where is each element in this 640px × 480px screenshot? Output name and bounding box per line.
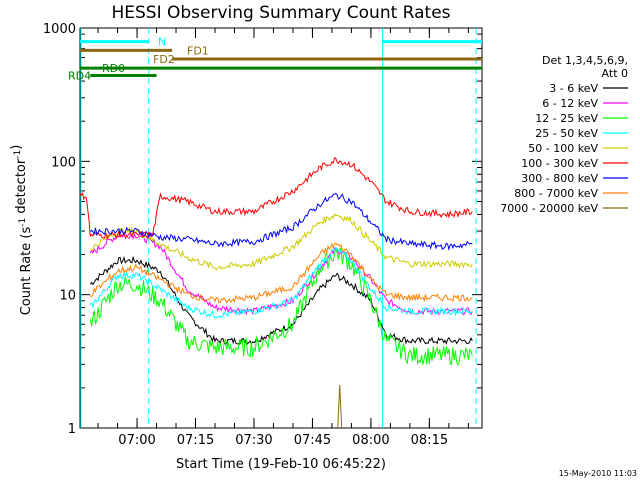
y-axis-label: Count Rate (s-1 detector-1) xyxy=(9,145,34,316)
x-tick-label: 07:15 xyxy=(177,433,214,448)
y-tick-label: 1000 xyxy=(43,22,76,37)
legend-entry-label: 6 - 12 keV xyxy=(542,97,598,110)
flag-label-fd2: FD2 xyxy=(153,53,175,66)
series-line-2 xyxy=(89,247,473,366)
legend: Det 1,3,4,5,6,9,Att 0 3 - 6 keV 6 - 12 keV… xyxy=(500,54,628,215)
legend-title: Det 1,3,4,5,6,9, xyxy=(542,54,628,67)
legend-title: Att 0 xyxy=(602,67,628,80)
x-tick-label: 07:00 xyxy=(118,433,155,448)
series-line-0 xyxy=(89,255,473,345)
series-line-7 xyxy=(90,242,473,304)
series-line-6 xyxy=(89,192,473,252)
footer-timestamp: 15-May-2010 11:03 xyxy=(559,469,637,478)
plot-area: 1 10 100 1000 07:00 07:15 07:30 07:45 08:00 08:15… xyxy=(43,22,483,448)
x-tick-label: 07:30 xyxy=(235,433,272,448)
x-tick-label: 08:00 xyxy=(352,433,389,448)
y-tick-label: 100 xyxy=(51,155,76,170)
y-tick-label: 1 xyxy=(68,422,76,437)
x-axis-label: Start Time (19-Feb-10 06:45:22) xyxy=(176,457,386,472)
legend-entry-label: 800 - 7000 keV xyxy=(514,187,598,200)
flag-label-rd4: RD4 xyxy=(68,70,91,83)
flag-label-fd1: FD1 xyxy=(187,44,209,57)
y-tick-label: 10 xyxy=(59,289,76,304)
legend-entry-label: 50 - 100 keV xyxy=(528,142,598,155)
series-line-4 xyxy=(90,213,473,271)
legend-entry-label: 3 - 6 keV xyxy=(549,82,598,95)
legend-entry-label: 100 - 300 keV xyxy=(521,157,598,170)
x-tick-label: 08:15 xyxy=(411,433,448,448)
flag-label-n: N xyxy=(158,36,166,49)
legend-entry-label: 25 - 50 keV xyxy=(535,127,598,140)
legend-entry-label: 7000 - 20000 keV xyxy=(500,202,598,215)
series-line-5 xyxy=(79,157,473,240)
x-tick-label: 07:45 xyxy=(294,433,331,448)
legend-entry-label: 300 - 800 keV xyxy=(521,172,598,185)
chart-title: HESSI Observing Summary Count Rates xyxy=(111,3,450,23)
legend-entry-label: 12 - 25 keV xyxy=(535,112,598,125)
series-line-8 xyxy=(337,384,343,429)
flag-label-rd0: RD0 xyxy=(102,62,125,75)
plot-frame xyxy=(79,27,483,429)
series-line-1 xyxy=(89,232,473,316)
series-line-3 xyxy=(89,246,473,319)
